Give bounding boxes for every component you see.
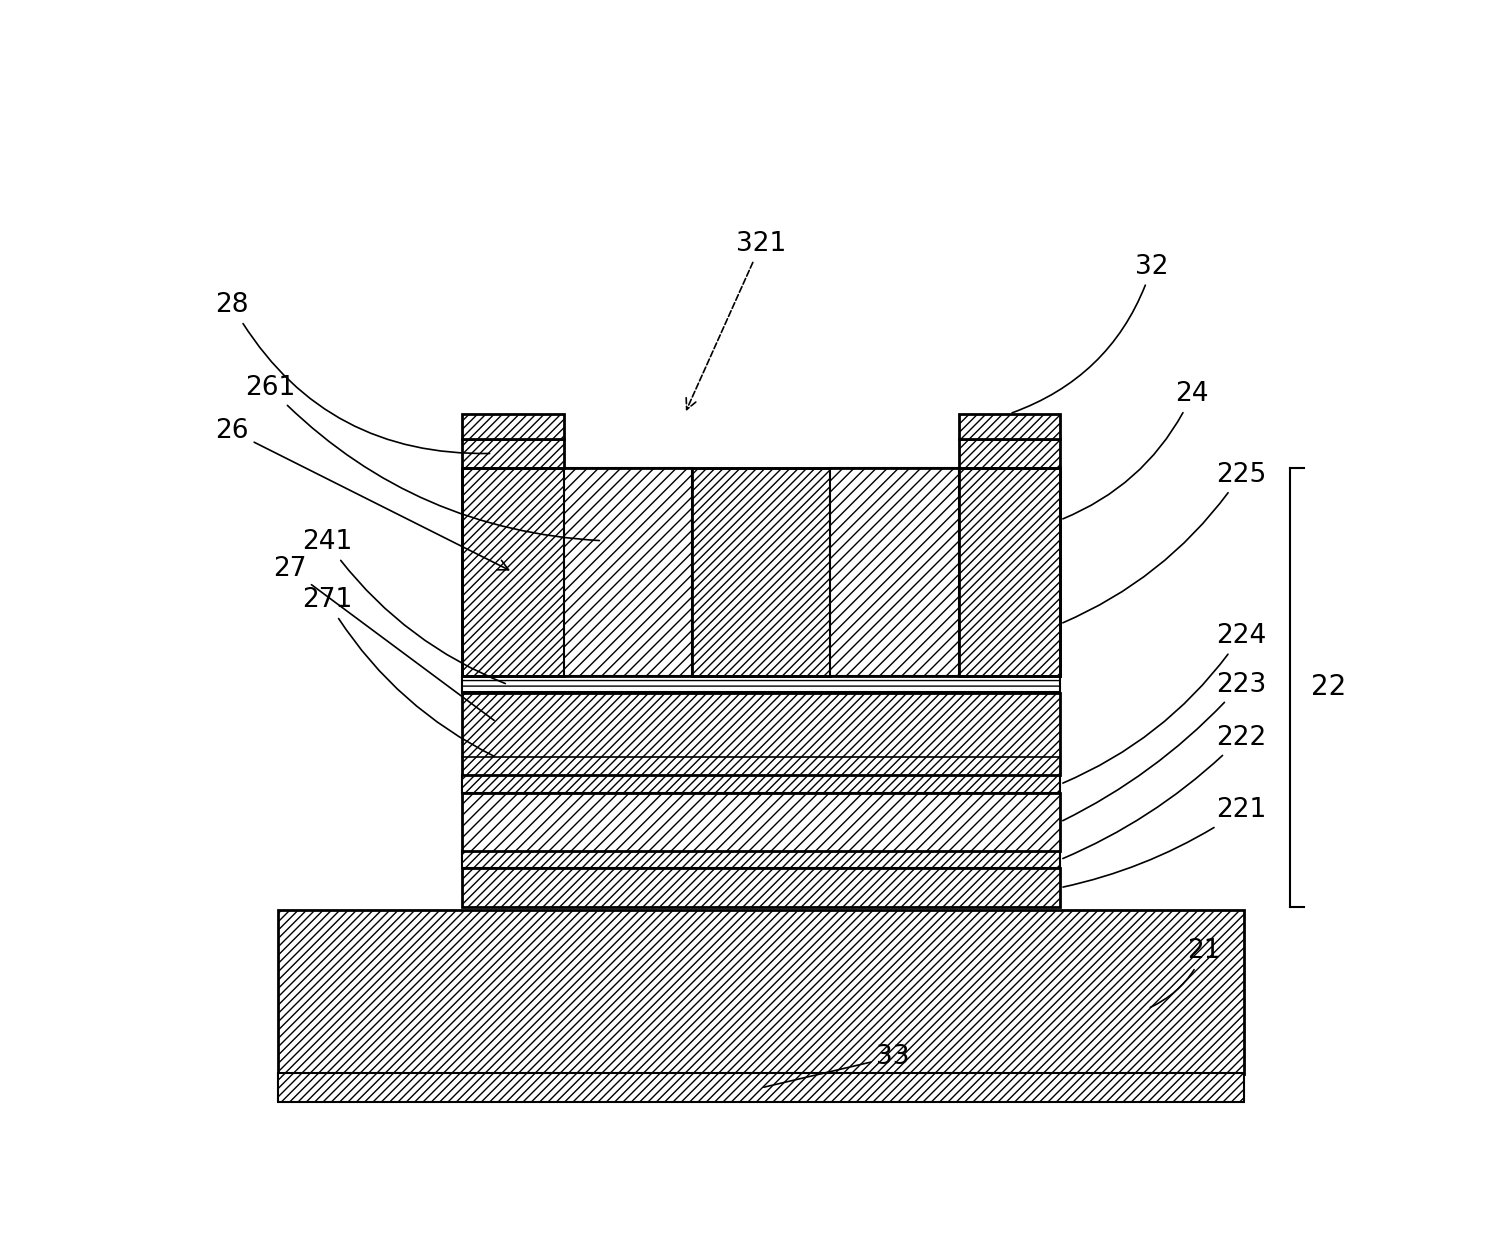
Text: 225: 225 (1063, 462, 1265, 623)
Bar (462, 413, 564, 438)
Text: 241: 241 (303, 529, 505, 683)
Text: 321: 321 (686, 231, 786, 409)
Text: 24: 24 (1063, 382, 1209, 519)
Bar (462, 693, 1060, 775)
Text: 221: 221 (1063, 798, 1265, 887)
Bar (462, 438, 564, 468)
Text: 22: 22 (1311, 673, 1347, 701)
Bar (830, 468, 958, 676)
Text: 32: 32 (1013, 254, 1169, 413)
Text: 21: 21 (1151, 938, 1221, 1007)
Text: 222: 222 (1063, 725, 1265, 859)
Bar (462, 468, 564, 676)
Bar (958, 413, 1060, 438)
Bar (958, 438, 1060, 468)
Bar (278, 1074, 1244, 1103)
Bar (564, 468, 692, 676)
Text: 223: 223 (1063, 672, 1265, 820)
Text: 271: 271 (303, 588, 495, 756)
Text: 26: 26 (215, 418, 508, 570)
Bar (462, 868, 1060, 907)
Text: 33: 33 (763, 1044, 910, 1088)
Bar (278, 909, 1244, 1074)
Bar (462, 775, 1060, 793)
Bar (958, 468, 1060, 676)
Bar (462, 676, 1060, 693)
Text: 28: 28 (215, 293, 490, 453)
Bar (462, 850, 1060, 868)
Text: 224: 224 (1063, 623, 1265, 782)
Text: 27: 27 (273, 555, 495, 721)
Text: 261: 261 (245, 374, 600, 540)
Bar (462, 468, 1060, 676)
Bar (692, 468, 830, 676)
Bar (462, 793, 1060, 850)
